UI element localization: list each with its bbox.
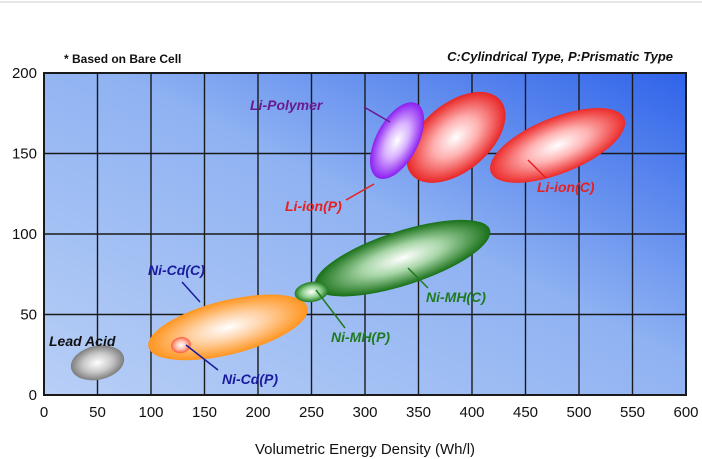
note-cell-types: C:Cylindrical Type, P:Prismatic Type — [447, 49, 673, 64]
leader-ni-cd-c — [181, 281, 201, 303]
label-li-polymer: Li-Polymer — [250, 97, 324, 113]
region-ni-cd-p — [171, 337, 191, 354]
x-tick-150: 150 — [192, 404, 217, 421]
x-tick-50: 50 — [89, 404, 106, 421]
leader-ni-mh-c — [407, 267, 429, 289]
label-ni-cd-c: Ni-Cd(C) — [148, 262, 205, 278]
x-axis-title: Volumetric Energy Density (Wh/l) — [255, 441, 475, 458]
x-tick-labels: 0 50 100 150 200 250 300 350 400 450 500 550 600 — [40, 404, 699, 421]
region-li-ion-p — [406, 91, 506, 183]
x-tick-250: 250 — [299, 404, 324, 421]
region-ni-mh-c — [314, 219, 491, 297]
x-tick-600: 600 — [673, 404, 698, 421]
region-li-ion-c — [490, 108, 626, 183]
x-tick-450: 450 — [513, 404, 538, 421]
leader-li-ion-c — [527, 159, 547, 179]
leader-li-polymer — [363, 106, 391, 123]
y-tick-50: 50 — [20, 307, 37, 324]
x-tick-500: 500 — [566, 404, 591, 421]
x-tick-0: 0 — [40, 404, 48, 421]
battery-regions — [70, 91, 626, 381]
y-tick-0: 0 — [29, 387, 37, 404]
battery-labels: Lead Acid Ni-Cd(C) Ni-Cd(P) Ni-MH(C) Ni-MH(P… — [49, 97, 595, 387]
x-tick-300: 300 — [352, 404, 377, 421]
label-lead-acid: Lead Acid — [49, 333, 116, 349]
label-ni-mh-p: Ni-MH(P) — [331, 329, 390, 345]
label-ni-cd-p: Ni-Cd(P) — [222, 371, 278, 387]
region-lead-acid — [70, 345, 125, 381]
label-li-ion-c: Li-ion(C) — [537, 179, 595, 195]
x-tick-400: 400 — [459, 404, 484, 421]
leader-li-ion-p — [345, 183, 375, 201]
plot-frame — [43, 72, 687, 396]
label-leaders — [181, 106, 547, 371]
label-ni-mh-c: Ni-MH(C) — [426, 289, 486, 305]
note-bare-cell: * Based on Bare Cell — [64, 52, 181, 66]
y-tick-labels: 0 50 100 150 200 — [12, 65, 37, 404]
y-tick-150: 150 — [12, 146, 37, 163]
leader-ni-cd-p — [185, 344, 219, 371]
y-tick-100: 100 — [12, 226, 37, 243]
x-tick-200: 200 — [245, 404, 270, 421]
x-tick-350: 350 — [406, 404, 431, 421]
y-tick-200: 200 — [12, 65, 37, 82]
leader-ni-mh-p — [315, 289, 346, 329]
region-li-polymer — [370, 102, 425, 179]
x-tick-100: 100 — [138, 404, 163, 421]
x-tick-550: 550 — [620, 404, 645, 421]
label-li-ion-p: Li-ion(P) — [285, 198, 342, 214]
region-ni-mh-p — [294, 281, 329, 303]
